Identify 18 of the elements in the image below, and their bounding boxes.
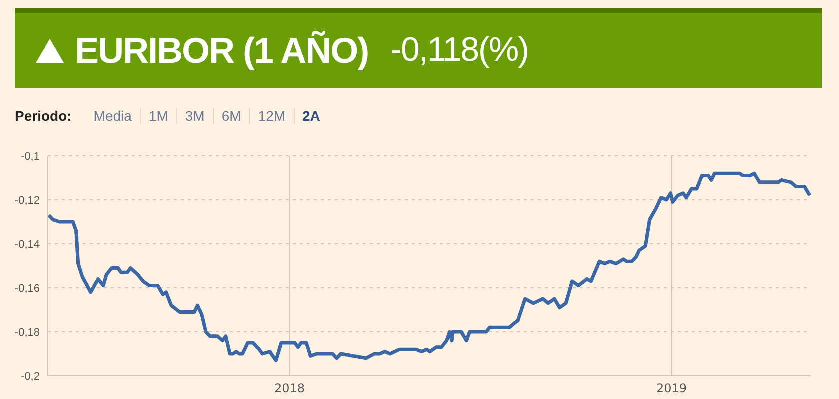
text: 2A bbox=[294, 108, 328, 124]
chart-subtitle: -0,118(%) bbox=[390, 31, 528, 70]
text: 12M bbox=[249, 108, 294, 124]
chart-title: EURIBOR (1 AÑO) bbox=[75, 30, 369, 72]
x-tick-label: 2018 bbox=[274, 382, 306, 396]
y-tick-label: -0,18 bbox=[14, 326, 40, 339]
y-tick-label: -0,16 bbox=[14, 282, 40, 295]
y-tick-label: -0,14 bbox=[14, 238, 40, 251]
y-tick-label: -0,1 bbox=[21, 150, 40, 163]
y-tick-label: -0,12 bbox=[14, 194, 40, 207]
text: Periodo: bbox=[15, 108, 72, 124]
x-tick-label: 2019 bbox=[656, 382, 688, 396]
text: 3M bbox=[176, 108, 213, 124]
text: Media bbox=[92, 108, 133, 124]
y-tick-label: -0,2 bbox=[21, 370, 40, 383]
text: 1M bbox=[140, 108, 176, 124]
line-series bbox=[48, 172, 811, 362]
text: 6M bbox=[212, 108, 250, 124]
